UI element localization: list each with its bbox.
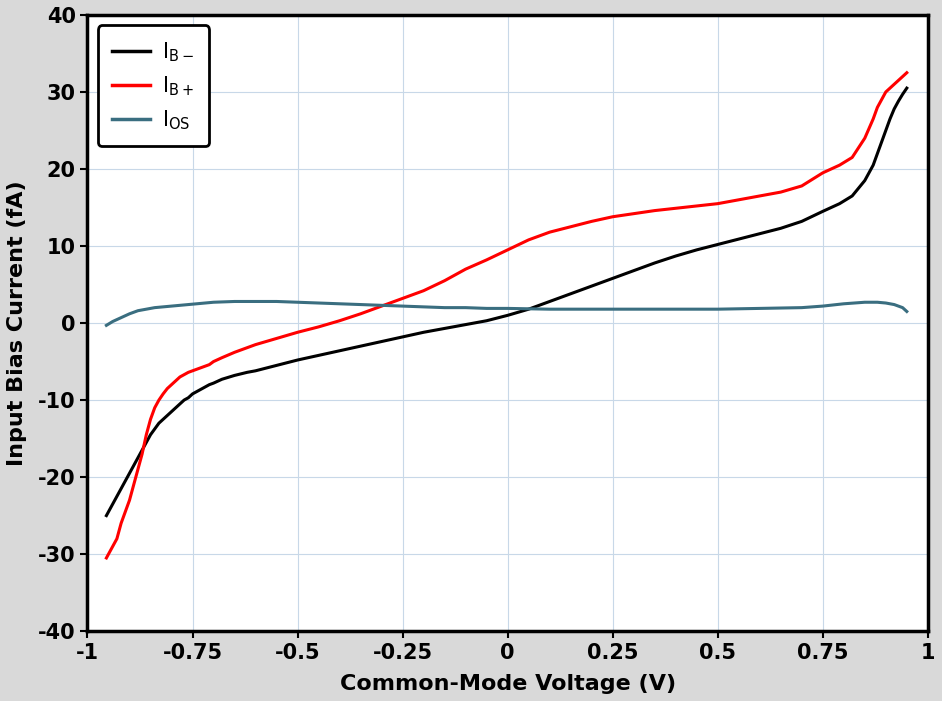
Y-axis label: Input Bias Current (fA): Input Bias Current (fA) [7, 180, 27, 466]
X-axis label: Common-Mode Voltage (V): Common-Mode Voltage (V) [339, 674, 675, 694]
Legend: $\mathsf{I_{B-}}$, $\mathsf{I_{B+}}$, $\mathsf{I_{OS}}$: $\mathsf{I_{B-}}$, $\mathsf{I_{B+}}$, $\… [98, 25, 209, 147]
